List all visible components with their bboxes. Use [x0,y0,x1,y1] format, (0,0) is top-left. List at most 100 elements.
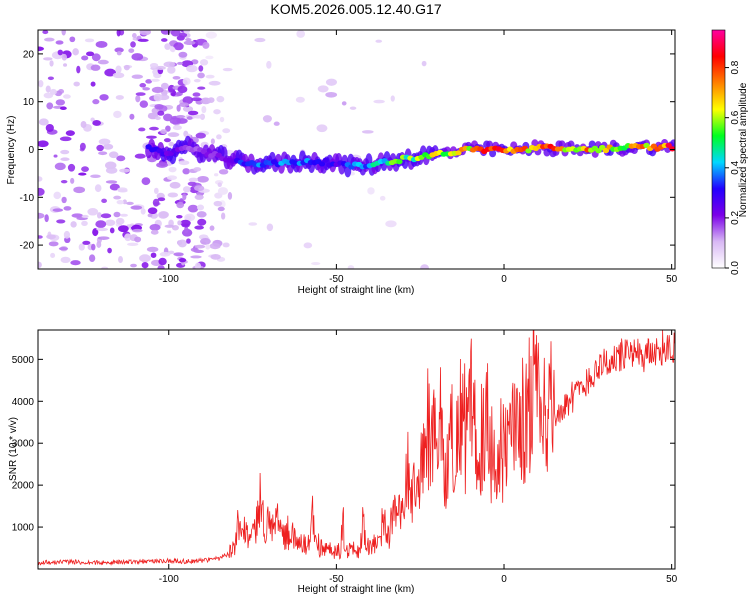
spectrogram-noise-blob [341,101,347,106]
spectrogram-noise-blob [164,224,175,228]
spectrogram-noise-blob [214,173,219,177]
spectrogram-noise-blob [131,74,144,79]
spectrogram-ridge-cell [455,150,462,156]
colorbar-tick-label: 0.4 [730,160,741,174]
spectrogram-noise-blob [194,262,201,269]
spectrogram-noise-blob [54,162,66,171]
spectrogram-noise-blob [142,87,151,91]
spectrogram-noise-blob [113,110,122,119]
spectrogram-noise-blob [60,180,68,184]
spectrogram-noise-blob [38,118,49,126]
spectrogram-ridge-envelope [489,149,497,158]
spectrogram-noise-blob [390,95,395,102]
spectrogram-noise-blob [421,60,427,67]
spectrogram-noise-blob [375,39,383,43]
spectrogram-ridge-cell [318,161,326,167]
spectrogram-noise-blob [205,244,211,250]
spectrogram-noise-blob [150,78,160,82]
spectrogram-noise-blob [139,83,147,88]
spectrogram-noise-blob [177,85,188,94]
spectrogram-noise-blob [43,57,53,61]
spectrogram-noise-blob [182,168,190,175]
spectrogram-noise-blob [47,76,54,81]
spectrogram-y-tick-label: -10 [20,193,35,204]
spectrogram-noise-blob [96,240,102,248]
spectrogram-noise-blob [176,215,183,219]
spectrogram-noise-blob [139,254,151,263]
spectrogram-noise-blob [164,43,171,50]
spectrogram-y-label: Frequency (Hz) [6,116,17,185]
spectrogram-noise-blob [176,201,185,209]
spectrogram-noise-blob [123,64,130,71]
spectrogram-noise-blob [347,265,355,269]
spectrogram-noise-blob [193,78,201,83]
spectrogram-noise-blob [169,117,182,125]
spectrogram-x-label: Height of straight line (km) [298,285,415,296]
spectrogram-noise-blob [209,225,215,231]
spectrogram-noise-blob [56,219,66,224]
snr-y-label: SNR (10 * v/v) [8,417,19,481]
spectrogram-noise-blob [49,60,54,67]
spectrogram-noise-blob [266,223,274,232]
spectrogram-noise-blob [140,208,146,215]
spectrogram-noise-blob [126,201,134,205]
spectrogram-noise-blob [168,166,177,173]
spectrogram-noise-blob [63,230,71,239]
snr-background [38,330,675,569]
spectrogram-noise-blob [176,104,181,112]
spectrogram-noise-blob [163,138,171,143]
spectrogram-noise-blob [141,177,151,186]
spectrogram-noise-blob [59,136,72,142]
spectrogram-noise-blob [361,130,374,134]
spectrogram-noise-blob [147,207,158,215]
spectrogram-noise-blob [61,30,66,36]
spectrogram-x-tick-label: 0 [501,274,507,285]
spectrogram-noise-blob [38,80,44,88]
spectrogram-noise-blob [192,114,205,119]
spectrogram-noise-blob [91,53,101,62]
spectrogram-noise-blob [205,55,214,60]
spectrogram-noise-blob [177,239,187,248]
spectrogram-noise-blob [91,243,96,251]
spectrogram-noise-blob [222,242,230,248]
spectrogram-noise-blob [73,186,86,194]
spectrogram-noise-blob [147,213,153,218]
spectrogram-noise-blob [98,138,111,145]
spectrogram-noise-blob [55,40,64,45]
spectrogram-noise-blob [205,31,217,39]
colorbar-tick-label: 0.6 [730,110,741,124]
spectrogram-noise-blob [185,38,192,42]
spectrogram-noise-blob [130,205,143,210]
spectrogram-noise-blob [198,65,204,72]
spectrogram-noise-blob [117,189,128,193]
spectrogram-noise-blob [187,181,197,186]
spectrogram-noise-blob [81,220,88,227]
spectrogram-noise-blob [132,228,143,233]
spectrogram-noise-blob [115,95,124,100]
spectrogram-noise-blob [78,172,87,176]
spectrogram-noise-blob [153,187,159,194]
spectrogram-noise-blob [192,92,201,97]
spectrogram-noise-blob [129,113,135,120]
spectrogram-noise-blob [262,115,272,123]
spectrogram-noise-blob [158,257,167,266]
spectrogram-noise-blob [197,175,209,183]
spectrogram-noise-blob [152,198,160,207]
spectrogram-noise-blob [139,30,152,36]
spectrogram-noise-blob [61,196,67,204]
spectrogram-noise-blob [196,204,205,211]
colorbar-tick-label: 0.8 [730,60,741,74]
figure-title: KOM5.2026.005.12.40.G17 [270,1,441,17]
spectrogram-noise-blob [167,66,176,74]
spectrogram-noise-blob [86,51,95,57]
spectrogram-noise-blob [222,128,231,134]
spectrogram-noise-blob [92,120,102,126]
snr-panel: -100 -50 0 50 1000 2000 3000 4000 5000 Height o… [8,329,678,595]
snr-x-tick-label: 50 [666,574,678,585]
spectrogram-noise-blob [67,163,76,172]
colorbar-tick-label: 0.2 [730,211,741,225]
spectrogram-noise-blob [97,59,109,65]
spectrogram-noise-blob [46,102,54,110]
spectrogram-noise-blob [99,94,109,101]
